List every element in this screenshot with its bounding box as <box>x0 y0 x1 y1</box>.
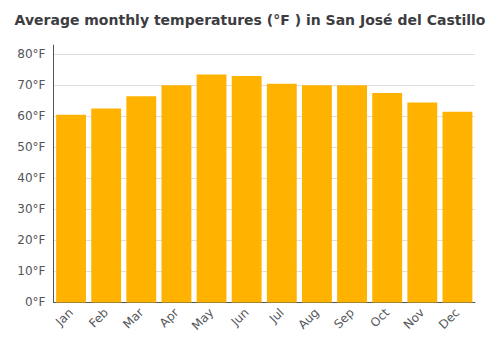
svg-text:50°F: 50°F <box>17 140 45 154</box>
svg-text:20°F: 20°F <box>17 233 45 247</box>
svg-text:Dec: Dec <box>436 306 462 332</box>
svg-text:Jan: Jan <box>52 306 76 330</box>
svg-text:Jul: Jul <box>266 306 287 327</box>
svg-text:80°F: 80°F <box>17 47 45 61</box>
svg-text:40°F: 40°F <box>17 171 45 185</box>
svg-text:10°F: 10°F <box>17 264 45 278</box>
svg-text:Aug: Aug <box>295 306 321 332</box>
svg-text:60°F: 60°F <box>17 109 45 123</box>
svg-text:Mar: Mar <box>120 305 146 331</box>
svg-text:Sep: Sep <box>331 306 357 332</box>
svg-text:70°F: 70°F <box>17 78 45 92</box>
svg-text:Nov: Nov <box>401 306 427 332</box>
svg-text:Feb: Feb <box>86 306 111 331</box>
svg-text:Oct: Oct <box>368 305 393 330</box>
svg-text:May: May <box>189 306 216 333</box>
svg-text:30°F: 30°F <box>17 202 45 216</box>
svg-text:Average monthly temperatures (: Average monthly temperatures (°F ) in Sa… <box>15 12 486 28</box>
svg-text:0°F: 0°F <box>25 295 46 309</box>
svg-text:Apr: Apr <box>157 305 182 330</box>
svg-text:Jun: Jun <box>228 306 252 330</box>
